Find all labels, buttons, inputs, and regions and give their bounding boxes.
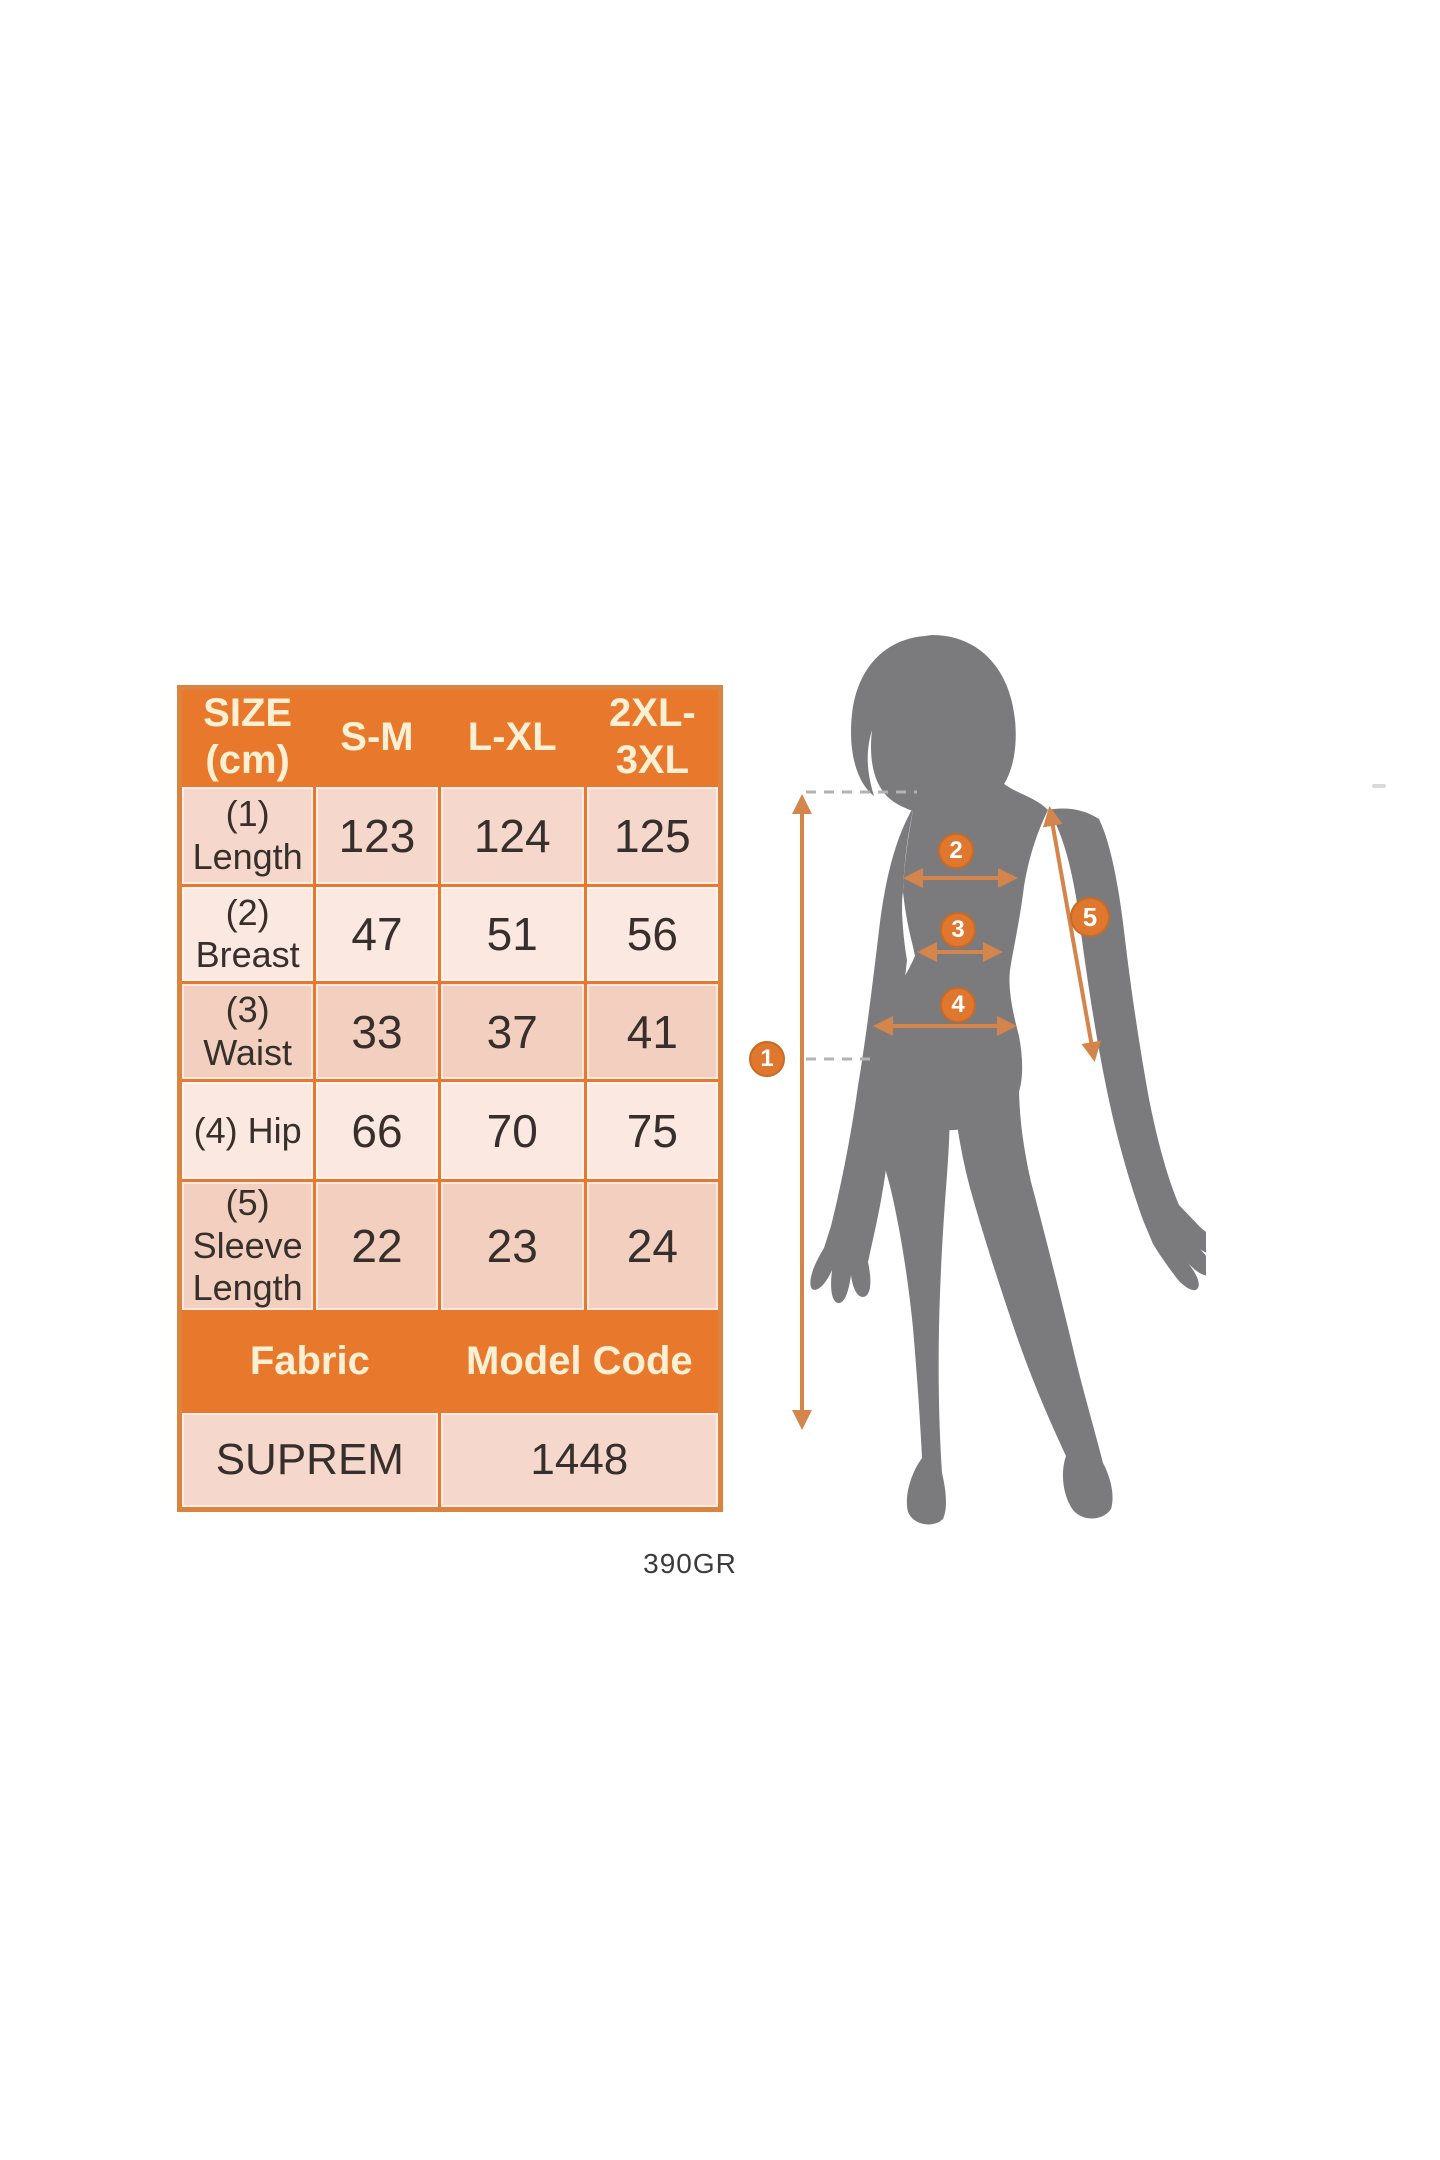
- table-row-waist: (3) Waist 33 37 41: [177, 981, 723, 1083]
- stray-mark: [1372, 784, 1386, 788]
- model-code-value-cell: 1448: [437, 1409, 723, 1511]
- row-label-hip: (4) Hip: [177, 1079, 317, 1183]
- table-row-fabric-header: Fabric Model Code: [178, 1309, 723, 1413]
- table-row-hip: (4) Hip 66 70 75: [177, 1079, 723, 1183]
- weight-note: 390GR: [643, 1548, 737, 1579]
- row-label-sleeve-length: (5) Sleeve Length: [177, 1179, 317, 1313]
- col-header-s-m: S-M: [313, 685, 441, 788]
- col-header-l-xl: L-XL: [437, 685, 587, 788]
- cell-breast-2xl: 56: [583, 884, 723, 985]
- silhouette-shape: [810, 635, 1206, 1525]
- measure-marker-2: 2: [938, 833, 974, 869]
- measure-marker-5: 5: [1070, 897, 1110, 937]
- cell-length-lxl: 124: [437, 784, 587, 888]
- fabric-value-cell: SUPREM: [178, 1409, 441, 1511]
- cell-hip-sm: 66: [313, 1079, 441, 1183]
- cell-waist-lxl: 37: [437, 981, 587, 1083]
- measure-marker-1: 1: [749, 1041, 785, 1077]
- cell-sleeve-lxl: 23: [437, 1179, 587, 1313]
- cell-waist-2xl: 41: [583, 981, 723, 1083]
- cell-hip-2xl: 75: [583, 1079, 723, 1183]
- cell-breast-lxl: 51: [437, 884, 587, 985]
- cell-sleeve-2xl: 24: [583, 1179, 723, 1313]
- table-row-fabric-values: SUPREM 1448: [178, 1409, 723, 1511]
- measure-marker-3: 3: [940, 912, 976, 948]
- table-row-breast: (2) Breast 47 51 56: [177, 884, 723, 985]
- cell-hip-lxl: 70: [437, 1079, 587, 1183]
- model-code-header-cell: Model Code: [437, 1309, 723, 1413]
- measure-marker-4: 4: [940, 987, 976, 1023]
- row-label-breast: (2) Breast: [177, 884, 317, 985]
- row-label-waist: (3) Waist: [177, 981, 317, 1083]
- size-chart-table: SIZE (cm) S-M L-XL 2XL- 3XL (1) Length 1…: [177, 685, 723, 1512]
- cell-length-2xl: 125: [583, 784, 723, 888]
- col-header-size-cm: SIZE (cm): [177, 685, 317, 788]
- woman-silhouette-figure: [810, 635, 1206, 1525]
- cell-sleeve-sm: 22: [313, 1179, 441, 1313]
- col-header-2xl-3xl: 2XL- 3XL: [583, 685, 723, 788]
- table-row-sleeve-length: (5) Sleeve Length 22 23 24: [177, 1179, 723, 1313]
- table-row-length: (1) Length 123 124 125: [177, 784, 723, 888]
- cell-length-sm: 123: [313, 784, 441, 888]
- table-header-row: SIZE (cm) S-M L-XL 2XL- 3XL: [177, 685, 723, 788]
- row-label-length: (1) Length: [177, 784, 317, 888]
- fabric-header-cell: Fabric: [178, 1309, 441, 1413]
- cell-waist-sm: 33: [313, 981, 441, 1083]
- cell-breast-sm: 47: [313, 884, 441, 985]
